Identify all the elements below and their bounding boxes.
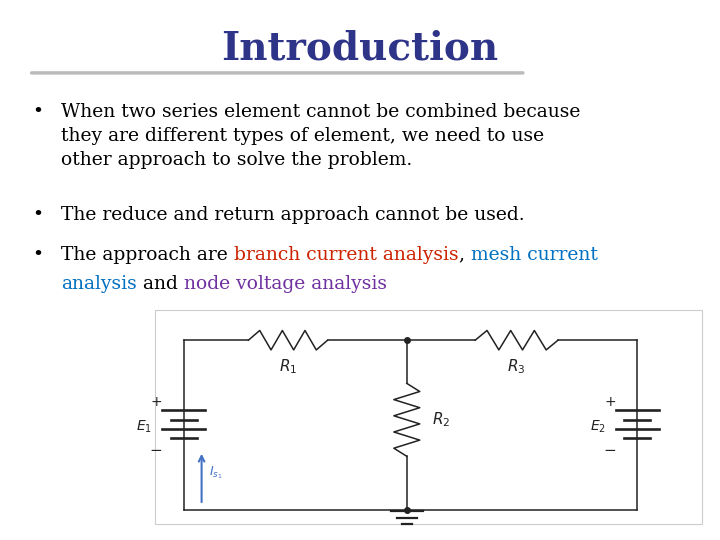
Text: branch current analysis: branch current analysis (234, 246, 459, 264)
Text: $E_2$: $E_2$ (590, 418, 606, 435)
Text: −: − (150, 443, 163, 458)
Text: +: + (150, 395, 162, 409)
Bar (155, 310, 702, 524)
Text: $I_{s_1}$: $I_{s_1}$ (209, 464, 222, 481)
Text: The reduce and return approach cannot be used.: The reduce and return approach cannot be… (61, 206, 525, 224)
Text: +: + (604, 395, 616, 409)
Text: mesh current: mesh current (471, 246, 598, 264)
Text: The approach are: The approach are (61, 246, 234, 264)
Text: ,: , (459, 246, 471, 264)
Text: −: − (603, 443, 616, 458)
Text: analysis: analysis (61, 275, 137, 293)
Text: •: • (32, 206, 43, 224)
Text: node voltage analysis: node voltage analysis (184, 275, 387, 293)
Text: •: • (32, 246, 43, 264)
Text: •: • (32, 103, 43, 120)
Text: $R_3$: $R_3$ (508, 357, 526, 376)
Text: Introduction: Introduction (222, 30, 498, 68)
Text: $R_1$: $R_1$ (279, 357, 297, 376)
Text: $R_2$: $R_2$ (432, 410, 450, 429)
Text: When two series element cannot be combined because
they are different types of e: When two series element cannot be combin… (61, 103, 580, 169)
Text: $E_1$: $E_1$ (136, 418, 152, 435)
Text: and: and (137, 275, 184, 293)
